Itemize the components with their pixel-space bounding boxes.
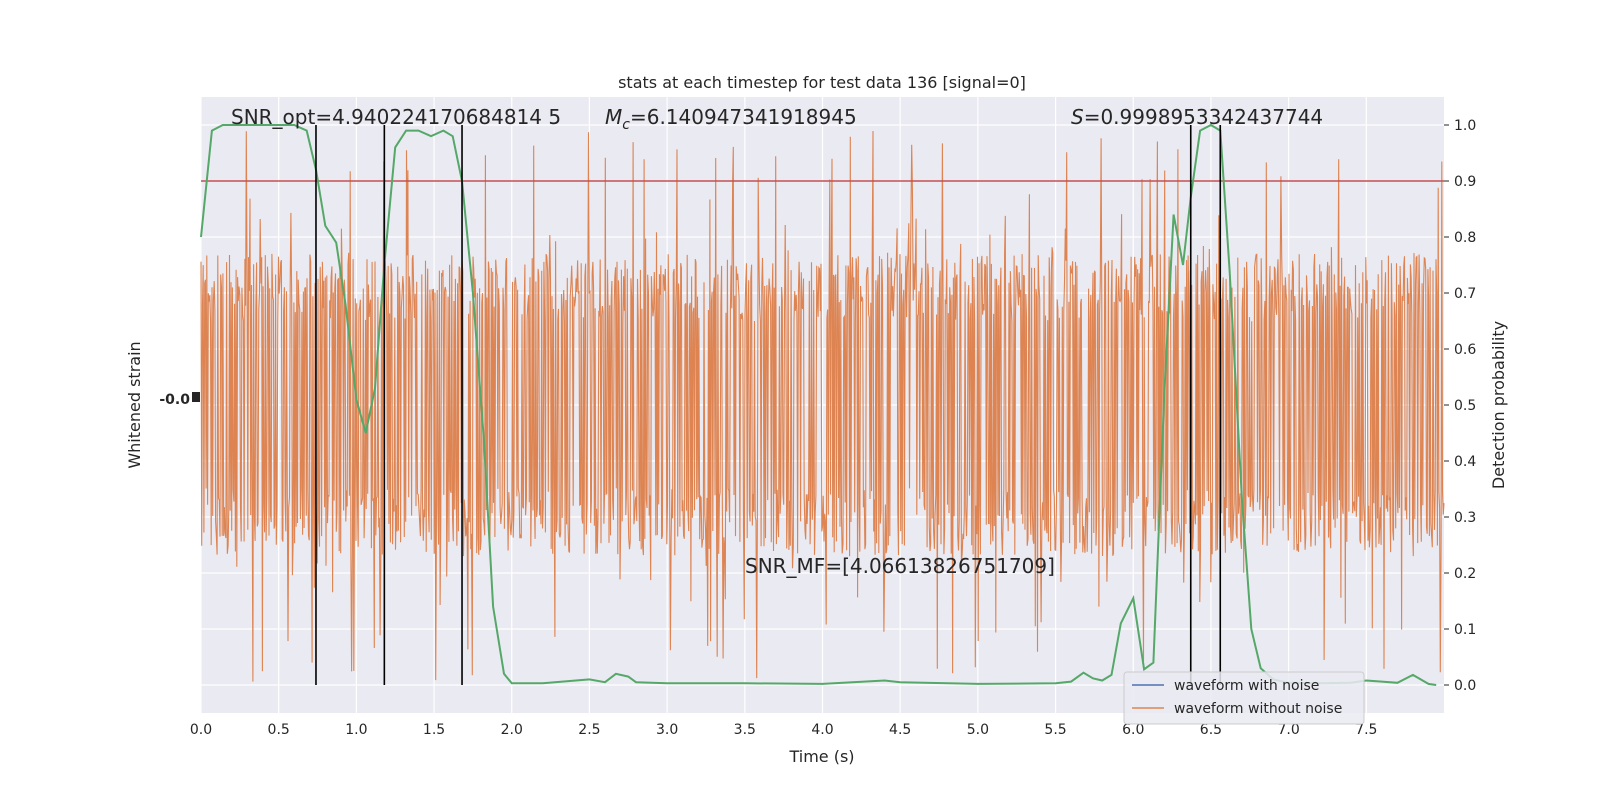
x-tick-label: 0.0 <box>190 722 212 738</box>
y-tick-label: 0.0 <box>1454 678 1476 694</box>
x-tick-label: 2.5 <box>578 722 600 738</box>
mc-symbol: M <box>605 105 622 129</box>
x-tick-label: 7.5 <box>1355 722 1377 738</box>
x-tick-label: 3.5 <box>734 722 756 738</box>
annotation-snr-opt: SNR_opt=4.940224170684814 5 <box>231 105 561 129</box>
x-tick-label: 1.0 <box>345 722 367 738</box>
x-tick-label: 4.5 <box>889 722 911 738</box>
x-tick-labels: 0.0 0.5 1.0 1.5 2.0 2.5 3.0 3.5 4.0 4.5 5.0 5.5 6.0 6… <box>190 722 1378 738</box>
y-tick-label: 0.2 <box>1454 566 1476 582</box>
y-tick-label: 1.0 <box>1454 118 1476 134</box>
y-tick-label: 0.3 <box>1454 510 1476 526</box>
y-tick-label: 0.4 <box>1454 454 1476 470</box>
legend-box <box>1123 671 1365 725</box>
s-value: =0.9998953342437744 <box>1084 105 1323 129</box>
left-tick-mark <box>192 392 200 402</box>
y-tick-label: 0.9 <box>1454 174 1476 190</box>
x-tick-label: 6.0 <box>1122 722 1144 738</box>
y-tick-label: 0.5 <box>1454 398 1476 414</box>
x-tick-label: 3.0 <box>656 722 678 738</box>
y-tick-labels-right: 0.0 0.1 0.2 0.3 0.4 0.5 0.6 0.7 0.8 0.9 1.0 <box>1444 118 1476 694</box>
y-axis-label-right: Detection probability <box>1489 321 1508 489</box>
y-tick-label: 0.8 <box>1454 230 1476 246</box>
chart-title: stats at each timestep for test data 136… <box>618 73 1026 92</box>
legend: waveform with noise waveform without noi… <box>1123 671 1365 725</box>
legend-label-noise: waveform with noise <box>1174 678 1319 694</box>
x-tick-label: 0.5 <box>268 722 290 738</box>
left-tick-label: -0.0 <box>159 392 190 408</box>
x-tick-label: 6.5 <box>1200 722 1222 738</box>
left-axis-ticks: -0.0 <box>159 392 200 408</box>
annotation-mc: Mc=6.140947341918945 <box>605 105 857 133</box>
strain-series <box>200 130 1445 682</box>
probability-line <box>200 123 1437 686</box>
probability-series <box>200 123 1437 686</box>
s-symbol: S <box>1071 105 1084 129</box>
x-tick-label: 5.5 <box>1044 722 1066 738</box>
x-tick-label: 1.5 <box>423 722 445 738</box>
strain-line <box>200 130 1445 682</box>
y-tick-label: 0.1 <box>1454 622 1476 638</box>
legend-label-no-noise: waveform without noise <box>1174 701 1342 717</box>
x-tick-label: 4.0 <box>811 722 833 738</box>
x-axis-label: Time (s) <box>788 747 854 766</box>
x-tick-label: 7.0 <box>1277 722 1299 738</box>
vertical-markers <box>315 125 1222 685</box>
mc-subscript: c <box>622 117 630 133</box>
annotation-s: S=0.9998953342437744 <box>1071 105 1323 129</box>
annotation-snr-mf: SNR_MF=[4.06613826751709] <box>745 554 1055 578</box>
y-axis-label-left: Whitened strain <box>125 341 144 468</box>
x-tick-label: 2.0 <box>501 722 523 738</box>
y-tick-label: 0.7 <box>1454 286 1476 302</box>
y-tick-label: 0.6 <box>1454 342 1476 358</box>
x-tick-label: 5.0 <box>967 722 989 738</box>
mc-value: =6.140947341918945 <box>630 105 857 129</box>
